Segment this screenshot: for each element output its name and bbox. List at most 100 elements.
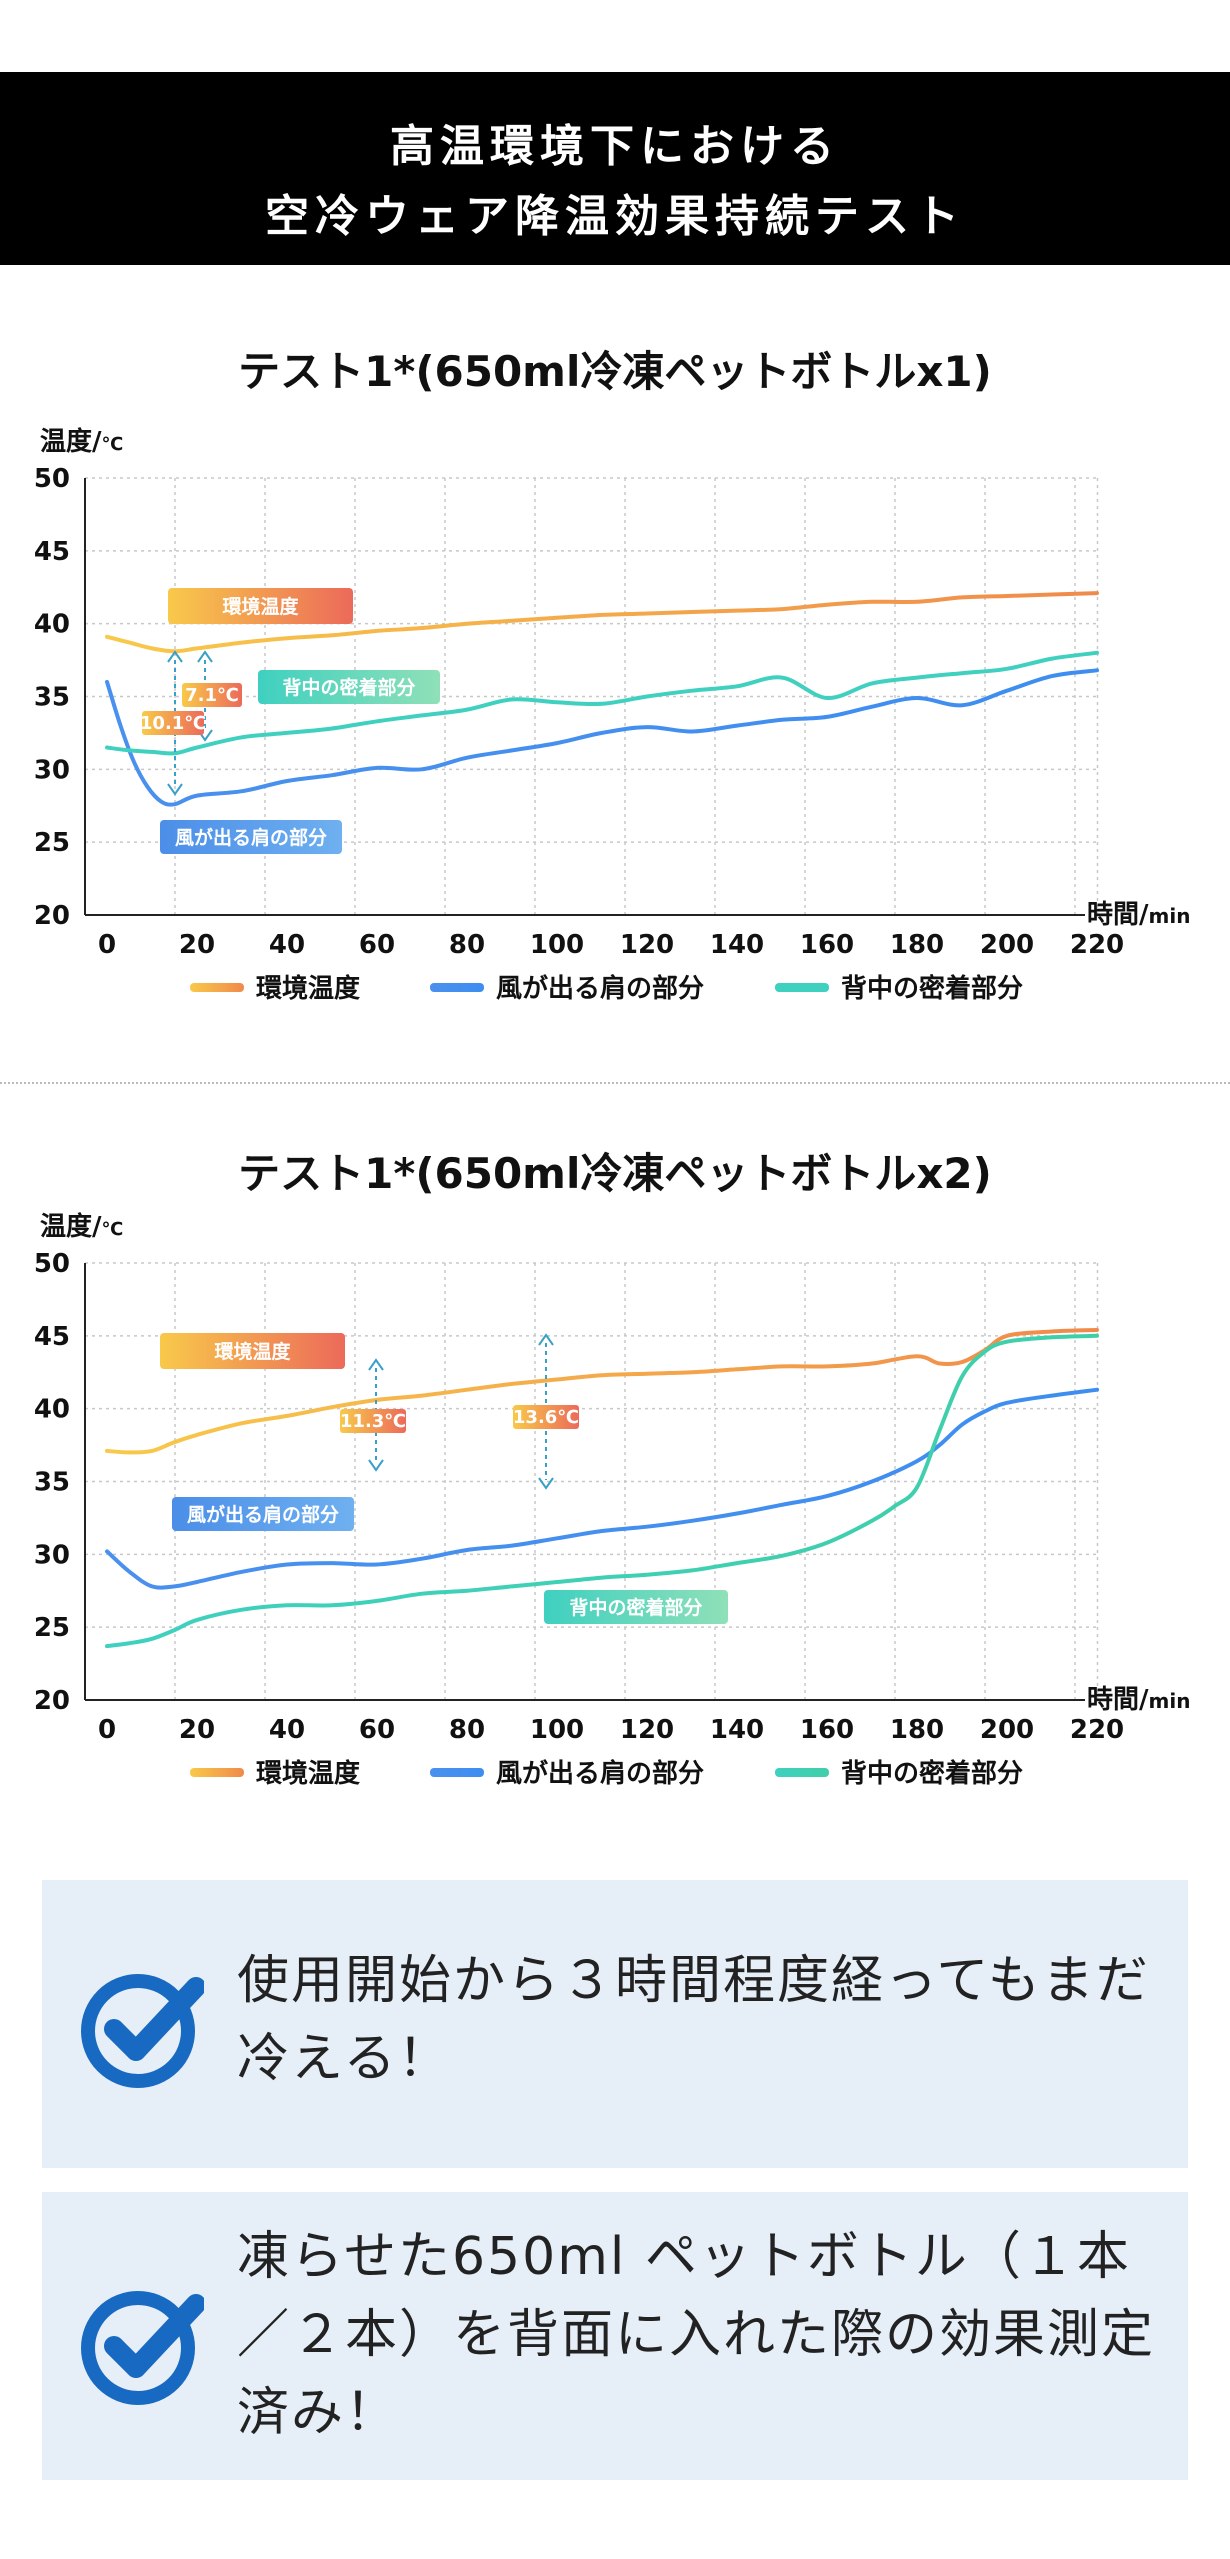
y-axis-title-main: 温度/ [40,426,102,457]
y-axis-title-main: 温度/ [40,1211,102,1242]
feature-card-2-text: 凍らせた650ml ペットボトル（１本／２本）を背面に入れた際の効果測定済み！ [237,2227,1156,2443]
y-tick-label: 40 [34,1395,70,1425]
x-tick-label: 40 [269,930,305,960]
callout-bg [172,1497,354,1531]
delta-label-bg [182,683,242,707]
series-line-2 [105,668,1099,807]
y-tick-label: 25 [34,828,70,858]
x-axis-title: 時間/min [1087,1685,1190,1715]
y-axis-unit: ℃ [102,434,124,455]
y-axis-title: 温度/℃ [40,426,123,457]
x-tick-label: 0 [98,1715,116,1745]
banner-title-line2: 空冷ウェア降温効果持続テスト [265,191,965,242]
chart2-title: テスト1*(650ml冷凍ペットボトルx2) [238,1149,992,1198]
callout-label: 背中の密着部分 [569,1596,702,1619]
series-line-2 [105,1387,1099,1590]
x-tick-label: 80 [449,930,485,960]
callout-bg [168,588,353,624]
delta-arrow-head-down [368,1459,384,1472]
check-circle-icon [81,2291,204,2405]
series-line-1 [105,1328,1099,1455]
x-axis-title-main: 時間/ [1087,900,1149,930]
callout-label: 風が出る肩の部分 [175,826,327,849]
x-axis-unit: min [1149,1689,1191,1713]
series-line-3 [105,1333,1099,1649]
section-divider [0,1082,1230,1084]
x-tick-label: 200 [980,930,1034,960]
delta-arrow-head-up [538,1333,554,1346]
legend-swatch [430,983,484,992]
delta-arrow-head-up [167,650,183,663]
x-tick-label: 120 [620,930,674,960]
y-axis-title: 温度/℃ [40,1211,123,1242]
x-tick-label: 200 [980,1715,1034,1745]
legend-label: 背中の密着部分 [841,1758,1023,1789]
x-axis-title-main: 時間/ [1087,1685,1149,1715]
legend-swatch [775,983,829,992]
callout-label: 環境温度 [222,595,299,618]
y-tick-label: 45 [34,537,70,567]
feature-card-1-text: 使用開始から３時間程度経ってもまだ冷える！ [237,1951,1150,2089]
y-tick-label: 25 [34,1613,70,1643]
series-line-3 [105,650,1099,756]
delta-label-bg [513,1405,579,1429]
callout-bg [160,820,342,854]
delta-arrow-head-down [167,783,183,796]
callout-bg [258,670,440,704]
x-tick-label: 80 [449,1715,485,1745]
x-tick-label: 220 [1070,930,1124,960]
x-tick-label: 140 [710,1715,764,1745]
delta-arrow-head-up [197,650,213,663]
chart1: 20 25 30 35 40 45 50 0 20 40 60 80 100 120 140 160 180 20… [34,426,1191,1004]
delta-label-bg [340,1409,406,1433]
chart1-title: テスト1*(650ml冷凍ペットボトルx1) [238,347,992,396]
legend-label: 背中の密着部分 [841,973,1023,1004]
callout-bg [544,1590,728,1624]
y-tick-label: 50 [34,1249,70,1279]
x-tick-label: 160 [800,1715,854,1745]
legend-swatch [430,1768,484,1777]
x-tick-label: 0 [98,930,116,960]
callout-label: 背中の密着部分 [282,676,415,699]
y-tick-label: 40 [34,610,70,640]
check-circle-icon [81,1974,204,2088]
x-tick-label: 120 [620,1715,674,1745]
legend-swatch [190,983,244,992]
legend-swatch [190,1768,244,1777]
feature-card-2: 凍らせた650ml ペットボトル（１本／２本）を背面に入れた際の効果測定済み！ [42,2192,1188,2480]
legend-label: 環境温度 [256,1758,360,1789]
delta-label: 13.6℃ [513,1407,579,1428]
y-tick-label: 30 [34,755,70,785]
x-tick-label: 100 [530,930,584,960]
chart2: 20 25 30 35 40 45 50 0 20 40 60 80 100 120 140 160 180 20… [34,1211,1191,1789]
feature-card-1: 使用開始から３時間程度経ってもまだ冷える！ [42,1880,1188,2168]
x-tick-label: 160 [800,930,854,960]
x-tick-label: 140 [710,930,764,960]
x-tick-label: 100 [530,1715,584,1745]
y-tick-label: 30 [34,1540,70,1570]
series-line-1 [105,591,1099,654]
x-tick-label: 220 [1070,1715,1124,1745]
x-tick-label: 40 [269,1715,305,1745]
banner-title-line1: 高温環境下における [390,121,840,172]
delta-arrow-head-down [538,1477,554,1490]
delta-arrow-head-up [368,1358,384,1371]
x-tick-label: 60 [359,930,395,960]
delta-label: 7.1℃ [185,685,239,706]
x-tick-label: 20 [179,930,215,960]
x-axis-unit: min [1149,904,1191,928]
legend-label: 環境温度 [256,973,360,1004]
delta-label: 11.3℃ [340,1411,406,1432]
delta-label: 10.1℃ [140,713,206,734]
legend-label: 風が出る肩の部分 [496,973,704,1004]
y-tick-label: 35 [34,1468,70,1498]
x-axis-title: 時間/min [1087,900,1190,930]
x-tick-label: 180 [890,1715,944,1745]
callout-label: 環境温度 [214,1340,291,1363]
y-tick-label: 20 [34,901,70,931]
callout-label: 風が出る肩の部分 [187,1503,339,1526]
y-tick-label: 50 [34,464,70,494]
y-tick-label: 20 [34,1686,70,1716]
x-tick-label: 60 [359,1715,395,1745]
y-axis-unit: ℃ [102,1219,124,1240]
